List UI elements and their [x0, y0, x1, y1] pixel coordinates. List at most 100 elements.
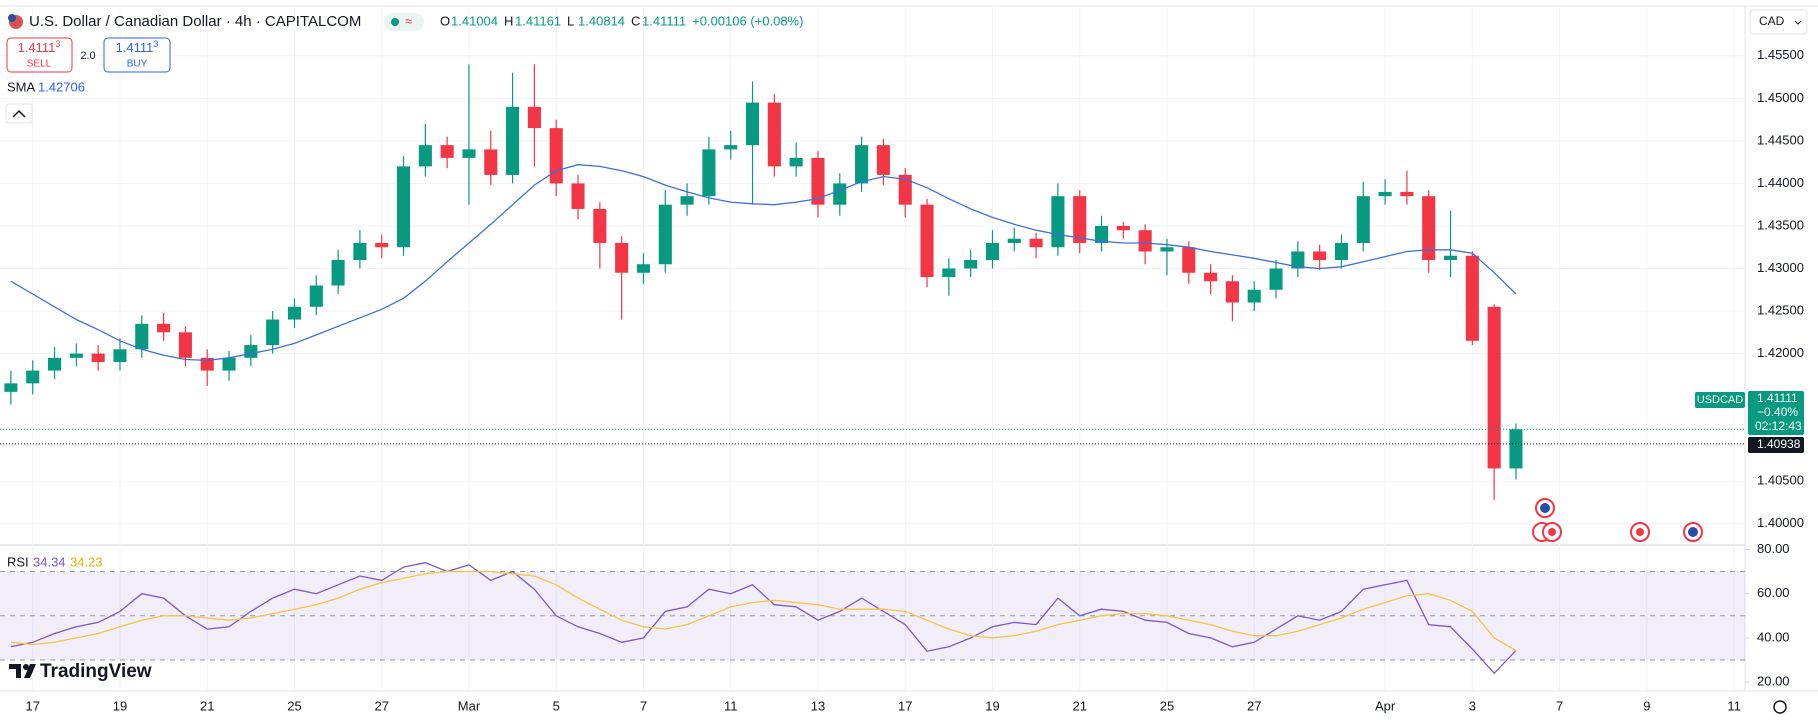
- candle-body: [396, 166, 411, 248]
- candle-body: [1334, 242, 1349, 260]
- rsi-tick-label: 80.00: [1757, 541, 1790, 556]
- x-tick-label: 27: [374, 698, 388, 713]
- y-tick-label: 1.44500: [1757, 132, 1804, 147]
- ohlc-value: 1.41004: [451, 13, 498, 28]
- x-tick-label: 27: [1247, 698, 1261, 713]
- candle-body: [222, 357, 236, 371]
- y-tick-label: 1.44000: [1757, 175, 1804, 190]
- candle-body: [1465, 255, 1479, 341]
- buy-price: 1.41113: [116, 39, 159, 55]
- candle-body: [789, 157, 803, 167]
- rsi-ma-legend-value: 34.23: [70, 554, 103, 569]
- candle-body: [113, 349, 127, 363]
- candle-body: [1247, 289, 1261, 303]
- candle-body: [1007, 238, 1021, 243]
- candle-body: [1487, 306, 1501, 469]
- candle-body: [1422, 196, 1436, 260]
- candle-body: [1269, 268, 1283, 290]
- x-tick-label: 19: [113, 698, 127, 713]
- candle-body: [636, 264, 651, 273]
- rsi-legend-name: RSI: [7, 554, 29, 569]
- x-tick-label: 11: [1727, 698, 1741, 713]
- sma-line: [10, 164, 1517, 362]
- y-tick-label: 1.45000: [1757, 90, 1804, 105]
- candle-body: [1313, 251, 1327, 260]
- rsi-tick-label: 40.00: [1757, 629, 1790, 644]
- candle-body: [615, 242, 629, 273]
- settings-button[interactable]: [1773, 700, 1787, 714]
- candle-body: [680, 196, 694, 205]
- market-status[interactable]: [384, 13, 424, 31]
- currency-caret: [1794, 20, 1802, 25]
- candle-body: [571, 183, 585, 209]
- candle-body: [200, 357, 214, 371]
- y-tick-label: 1.43500: [1757, 217, 1804, 232]
- candle-body: [1225, 281, 1239, 303]
- ohlc-value: 1.40814: [578, 13, 625, 28]
- candle-body: [353, 242, 367, 260]
- candle-body: [942, 268, 956, 277]
- collapse-button[interactable]: [5, 103, 33, 124]
- candle-body: [1509, 429, 1523, 469]
- candle-body: [440, 145, 454, 158]
- candle-body: [4, 383, 18, 392]
- candle-body: [1204, 272, 1218, 282]
- last-price-label: 1.41111: [1757, 391, 1798, 405]
- sell-price: 1.41113: [18, 39, 61, 55]
- chart-layers: 17 19 21 25 27 Mar 5 7 11 13 17 19 21 25 27 Apr 3 7 9 11 1.4…: [0, 6, 1804, 713]
- candle-body: [375, 242, 389, 248]
- last-price-box: [1748, 391, 1804, 435]
- candle-body: [1443, 255, 1458, 260]
- candle-body: [1051, 196, 1065, 248]
- x-tick-label: 7: [1556, 698, 1563, 713]
- x-tick-label: Apr: [1375, 698, 1396, 713]
- candle-body: [91, 353, 105, 363]
- market-open-dot: [391, 18, 399, 26]
- x-tick-label: Mar: [458, 698, 481, 713]
- symbol-header: U.S. Dollar / Canadian Dollar · 4h · CAP…: [5, 9, 1808, 569]
- candle-body: [178, 332, 192, 358]
- ohlc-value: 1.41161: [515, 13, 561, 28]
- candle-body: [1378, 191, 1392, 197]
- rsi-line: [10, 570, 1517, 652]
- candle-body: [69, 353, 83, 358]
- x-tick-label: 21: [1072, 698, 1086, 713]
- rsi-legend-value: 34.34: [33, 554, 66, 569]
- candle-body: [418, 145, 432, 167]
- ohlc-key: L: [567, 13, 574, 28]
- sma-legend-value: 1.42706: [38, 79, 85, 94]
- logo: TradingView: [9, 661, 152, 682]
- candle-body: [898, 174, 912, 205]
- sell-label: SELL: [27, 59, 52, 70]
- sell-button[interactable]: [6, 37, 73, 73]
- candle-body: [135, 323, 149, 350]
- y-tick-label: 1.45500: [1757, 47, 1804, 62]
- x-tick-label: 7: [640, 698, 647, 713]
- currency-button[interactable]: [1749, 9, 1808, 35]
- symbol-title: U.S. Dollar / Canadian Dollar · 4h · CAP…: [29, 13, 361, 30]
- candle-body: [833, 183, 847, 205]
- candle-body: [1182, 247, 1196, 273]
- candle-body: [1116, 225, 1130, 231]
- x-tick-label: 25: [287, 698, 301, 713]
- candle-body: [549, 128, 563, 184]
- x-tick-label: 19: [985, 698, 999, 713]
- y-tick-label: 1.40000: [1757, 515, 1804, 530]
- ohlc-key: C: [631, 13, 640, 28]
- event-flag: [1540, 503, 1550, 513]
- market-icon: ≈: [405, 13, 412, 28]
- rsi-tick-label: 60.00: [1757, 585, 1790, 600]
- x-tick-label: 21: [200, 698, 214, 713]
- x-tick-label: 5: [553, 698, 560, 713]
- symbol-tag: [1695, 392, 1745, 408]
- candle-body: [767, 102, 781, 167]
- candle-body: [593, 208, 607, 243]
- candle-body: [331, 259, 345, 286]
- bid-label: 1.40938: [1757, 437, 1801, 451]
- currency-label: CAD: [1759, 14, 1785, 28]
- candle-body: [724, 145, 738, 150]
- ohlc-change: +0.00106 (+0.08%): [692, 13, 803, 28]
- buy-button[interactable]: [103, 37, 171, 73]
- candle-body: [1291, 251, 1305, 269]
